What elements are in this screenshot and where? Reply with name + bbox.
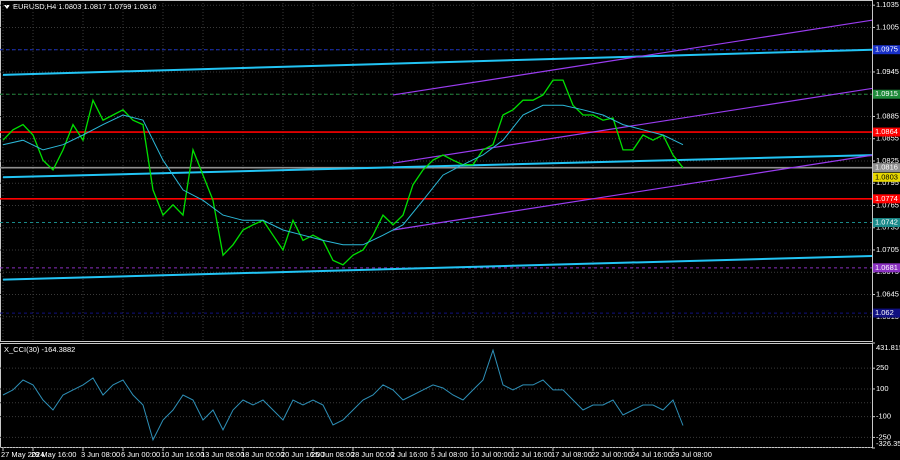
level-label: 1.062 [875,308,894,317]
series-line [2,348,684,442]
y-tick-label: 1.0795 [876,178,899,187]
y-tick-label: 1.0705 [876,245,899,254]
panel [0,1,872,341]
x-tick-label: 28 Jun 00:00 [351,450,394,459]
x-tick-label: 22 Jul 00:00 [591,450,632,459]
x-tick-label: 29 Jul 08:00 [671,450,712,459]
level-tag [873,89,900,99]
level-label: 1.0975 [875,45,898,54]
menu-icon [4,5,10,9]
cci-frame [0,343,873,448]
level-tag [873,163,900,173]
y-tick-label: -326.3597 [876,439,900,448]
y-tick-label: 1.1035 [876,0,899,9]
x-tick-label: 18 Jun 00:00 [241,450,284,459]
series-line [2,104,684,246]
level-label: 1.0816 [875,163,898,172]
y-tick-label: 250 [876,363,889,372]
x-tick-label: 13 Jun 08:00 [201,450,244,459]
symbol-title: EURUSD,H4 1.0803 1.0817 1.0799 1.0816 [13,2,156,11]
channel-line [392,154,872,231]
y-tick-label: 1.0645 [876,290,899,299]
x-tick-label: 17 Jul 08:00 [551,450,592,459]
channel-line [2,254,872,281]
x-tick-label: 24 Jul 16:00 [631,450,672,459]
y-tick-label: 431.8158 [876,343,900,352]
level-tag [873,45,900,55]
x-tick-label: 25 Jun 08:00 [311,450,354,459]
channel-line [2,154,872,179]
level-tag [873,127,900,137]
y-tick-label: 100 [876,384,889,393]
channel-line [392,19,872,96]
y-tick-label: 1.0735 [876,223,899,232]
level-tag [873,308,900,318]
y-tick-label: 1.1005 [876,22,899,31]
x-tick-label: 12 Jul 16:00 [511,450,552,459]
channel-line [2,48,872,76]
y-tick-label: -250 [876,432,891,441]
level-label: 1.0915 [875,89,898,98]
channel-line [392,87,872,164]
x-tick-label: 10 Jul 00:00 [471,450,512,459]
x-tick-label: 20 Jun 16:00 [281,450,324,459]
level-tag [873,218,900,228]
y-tick-label: -100 [876,412,891,421]
x-tick-label: 27 May 2024 [1,450,44,459]
level-label: 1.0864 [875,127,898,136]
x-tick-label: 29 May 16:00 [31,450,76,459]
x-tick-label: 10 Jun 16:00 [161,450,204,459]
main-frame [0,0,873,342]
cci-title: X_CCI(30) -164.3882 [4,345,75,354]
x-tick-label: 5 Jul 08:00 [431,450,468,459]
y-tick-label: 1.0765 [876,200,899,209]
level-tag [873,172,900,182]
level-label: 1.0681 [875,263,898,272]
y-tick-label: 1.0945 [876,67,899,76]
x-tick-label: 6 Jun 00:00 [121,450,160,459]
y-tick-label: 1.0885 [876,111,899,120]
x-tick-label: 3 Jun 08:00 [81,450,120,459]
x-tick-label: 2 Jul 16:00 [391,450,428,459]
level-tag [873,194,900,204]
level-label: 1.0774 [875,194,898,203]
y-tick-label: 1.0855 [876,134,899,143]
panel [0,348,872,448]
series-line [2,79,684,266]
level-label: 1.0803 [875,172,898,181]
y-tick-label: 1.0825 [876,156,899,165]
level-tag [873,263,900,273]
level-label: 1.0742 [875,218,898,227]
